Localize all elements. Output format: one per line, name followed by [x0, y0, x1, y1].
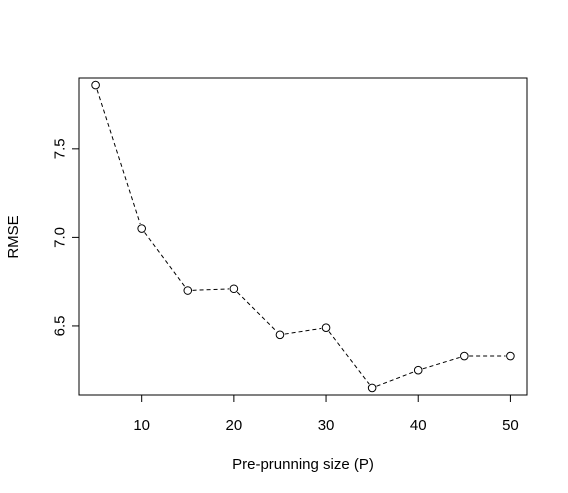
x-tick-label: 50	[502, 417, 519, 434]
line-segment	[376, 371, 414, 387]
data-point	[91, 80, 100, 90]
line-segment	[236, 291, 277, 332]
data-point	[460, 351, 469, 361]
data-point	[137, 224, 146, 233]
y-tick-label: 7.5	[52, 138, 69, 159]
x-tick-label: 30	[318, 417, 335, 434]
data-point	[183, 286, 193, 295]
data-point	[367, 383, 377, 393]
line-segment	[144, 232, 186, 287]
y-tick-label: 7.0	[52, 227, 69, 248]
data-point	[413, 365, 423, 375]
y-axis-label: RMSE	[5, 215, 22, 258]
plot-frame	[78, 77, 528, 396]
line-segment	[96, 89, 141, 225]
data-point	[321, 323, 331, 333]
data-point	[229, 284, 239, 294]
x-tick-label: 40	[410, 417, 427, 434]
line-segment	[328, 331, 370, 385]
x-tick-label: 10	[133, 417, 150, 434]
y-axis: 6.5 7.0 7.5	[52, 138, 80, 336]
data-point	[275, 330, 285, 340]
line-segment	[284, 327, 322, 335]
line-segment	[422, 356, 460, 370]
x-tick-label: 20	[226, 417, 243, 434]
series-group	[91, 80, 515, 393]
line-segment	[192, 288, 230, 291]
x-axis-label: Pre-prunning size (P)	[232, 456, 374, 473]
x-axis: 10 20 30 40 50	[133, 394, 519, 434]
data-point	[506, 351, 515, 361]
y-tick-label: 6.5	[52, 316, 69, 337]
